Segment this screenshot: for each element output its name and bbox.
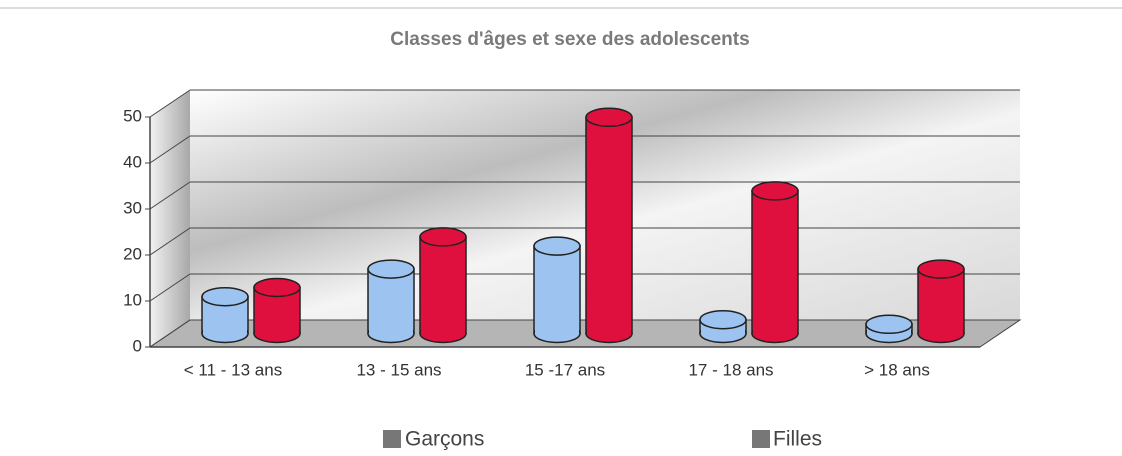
legend-swatch [383,430,401,448]
cylinder-top [201,286,249,307]
side-grid-line [149,135,191,164]
cylinder-top [865,314,913,335]
y-tick-label: 30 [123,198,142,217]
side-grid-line [149,181,191,210]
y-tick-label: 0 [133,336,142,355]
cylinder [253,277,301,344]
legend-label: Garçons [405,428,484,451]
side-grid-line [149,273,191,302]
cylinder-top [419,227,467,247]
side-wall [150,90,190,347]
y-tick-label: 20 [123,244,142,263]
x-tick-label: 13 - 15 ans [356,360,441,379]
x-tick-label: > 18 ans [864,360,930,379]
x-tick-label: 17 - 18 ans [688,360,773,379]
cylinder-fill [587,117,631,334]
side-grid-line [149,319,191,348]
cylinder-top [253,277,301,298]
cylinder [533,236,581,344]
cylinder-top [917,259,965,279]
x-tick-label: < 11 - 13 ans [184,360,282,379]
cylinder-fill [421,236,465,334]
chart-title: Classes d'âges et sexe des adolescents [390,29,749,50]
legend-swatch [752,430,770,448]
side-grid-line [149,89,191,118]
cylinder [865,314,913,344]
cylinder-fill [753,190,797,334]
cylinder-top [751,181,799,201]
cylinder [917,259,965,344]
cylinder-fill [919,269,963,334]
y-tick-label: 50 [123,106,142,125]
y-tick-label: 10 [123,290,142,309]
legend-label: Filles [773,428,822,451]
cylinder [201,286,249,344]
cylinder [585,107,633,344]
cylinder [699,309,747,344]
cylinder-top [367,259,415,279]
cylinder-top [699,309,747,330]
cylinder [419,227,467,344]
plot-area: 0 10 20 30 40 50 < 11 - 13 ans 13 - 15 ans 15 -1… [123,89,1022,379]
cylinder [751,181,799,344]
cylinder-fill [369,269,413,334]
cylinder [367,259,415,344]
cylinder-top [585,107,633,128]
cylinder-fill [535,246,579,334]
x-tick-label: 15 -17 ans [525,360,605,379]
cylinder-top [533,236,581,256]
y-tick-label: 40 [123,152,142,171]
side-grid-line [149,227,191,256]
